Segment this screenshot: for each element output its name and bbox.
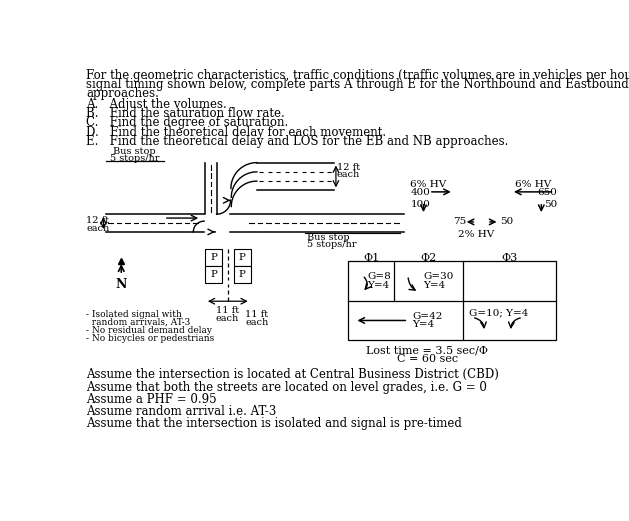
Text: G=8: G=8 [367,272,391,281]
Text: Y=4: Y=4 [412,320,435,329]
Bar [205,266,222,283]
Text: Assume that both the streets are located on level grades, i.e. G = 0: Assume that both the streets are located… [86,380,487,393]
Text: A.   Adjust the volumes.: A. Adjust the volumes. [86,98,227,111]
Text: G=30: G=30 [423,272,454,281]
Text: approaches.: approaches. [86,87,159,100]
Text: each: each [337,170,360,179]
Text: Bus stop: Bus stop [307,233,350,242]
Text: each: each [245,318,269,327]
Bar [233,266,251,283]
Text: P: P [239,270,245,279]
Text: 100: 100 [410,200,430,208]
Text: Φ2: Φ2 [420,254,437,264]
Text: For the geometric characteristics, traffic conditions (traffic volumes are in ve: For the geometric characteristics, traff… [86,69,629,82]
Bar [348,261,556,340]
Text: 75: 75 [453,217,466,226]
Text: signal timing shown below, complete parts A through E for the Northbound and Eas: signal timing shown below, complete part… [86,78,629,91]
Text: Assume the intersection is located at Central Business District (CBD): Assume the intersection is located at Ce… [86,368,499,381]
Text: P: P [210,253,217,262]
Text: each: each [86,224,109,232]
Text: G=42: G=42 [412,312,443,321]
Text: 12 ft: 12 ft [86,216,109,225]
Bar [205,249,222,266]
Text: E.   Find the theoretical delay and LOS for the EB and NB approaches.: E. Find the theoretical delay and LOS fo… [86,135,509,148]
Text: 5 stops/hr: 5 stops/hr [307,240,357,250]
Text: each: each [216,314,239,322]
Text: 6% HV: 6% HV [410,180,447,189]
Text: G=10; Y=4: G=10; Y=4 [469,308,528,317]
Bar [233,249,251,266]
Text: 2% HV: 2% HV [459,230,494,239]
Text: N: N [116,278,127,291]
Text: - Isolated signal with: - Isolated signal with [86,311,182,319]
Text: Bus stop: Bus stop [113,147,156,156]
Text: 50: 50 [500,217,513,226]
Text: - No residual demand delay: - No residual demand delay [86,326,213,335]
Text: Y=4: Y=4 [423,281,446,290]
Text: Assume a PHF = 0.95: Assume a PHF = 0.95 [86,393,217,406]
Text: 400: 400 [410,188,430,197]
Text: Assume that the intersection is isolated and signal is pre-timed: Assume that the intersection is isolated… [86,417,462,430]
Text: 11 ft: 11 ft [216,306,239,315]
Text: Φ1: Φ1 [363,254,379,264]
Text: 11 ft: 11 ft [245,311,269,319]
Text: D.   Find the theoretical delay for each movement.: D. Find the theoretical delay for each m… [86,126,386,139]
Text: Y=4: Y=4 [367,281,389,290]
Text: Lost time = 3.5 sec/Φ: Lost time = 3.5 sec/Φ [366,346,488,356]
Text: 6% HV: 6% HV [515,180,551,189]
Text: P: P [210,270,217,279]
Text: 650: 650 [537,188,557,197]
Text: B.   Find the saturation flow rate.: B. Find the saturation flow rate. [86,107,285,120]
Text: - No bicycles or pedestrians: - No bicycles or pedestrians [86,333,214,343]
Text: Φ3: Φ3 [501,254,518,264]
Text: Assume random arrival i.e. AT-3: Assume random arrival i.e. AT-3 [86,405,277,418]
Text: 12 ft: 12 ft [337,163,360,171]
Text: 5 stops/hr: 5 stops/hr [109,154,159,163]
Text: 50: 50 [545,200,558,208]
Text: C = 60 sec: C = 60 sec [397,354,458,364]
Text: P: P [239,253,245,262]
Text: C.   Find the degree of saturation.: C. Find the degree of saturation. [86,116,289,129]
Text: random arrivals, AT-3: random arrivals, AT-3 [86,318,191,327]
